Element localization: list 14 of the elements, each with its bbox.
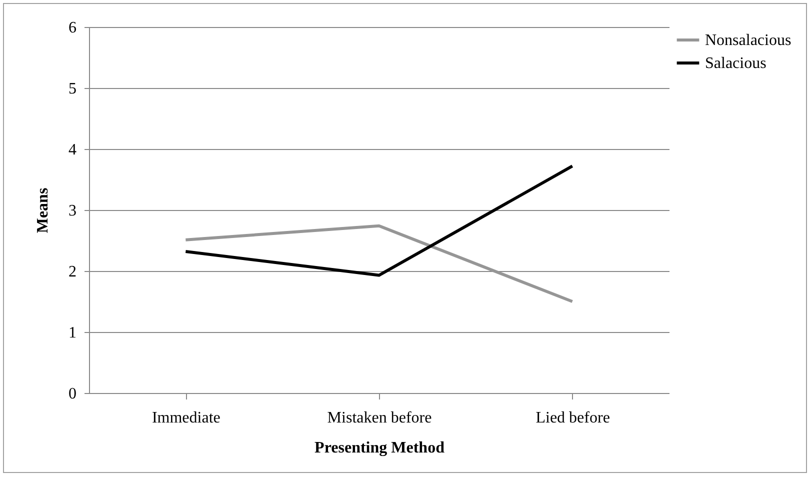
y-tick-label: 1 [68,324,76,342]
y-tick-label: 4 [68,142,76,158]
legend-label: Nonsalacious [705,32,792,49]
y-tick-label: 3 [68,202,76,220]
x-tick-label: Immediate [152,410,220,426]
x-tick-label: Lied before [536,410,610,426]
y-tick-label: 2 [68,264,76,280]
y-tick-label: 0 [68,386,76,402]
y-axis-title: Means [34,188,52,234]
y-tick-label: 6 [68,20,76,36]
legend-label: Salacious [705,55,766,72]
y-tick-label: 5 [68,80,76,98]
x-tick-label: Mistaken before [327,410,432,426]
x-axis-title: Presenting Method [314,440,445,456]
